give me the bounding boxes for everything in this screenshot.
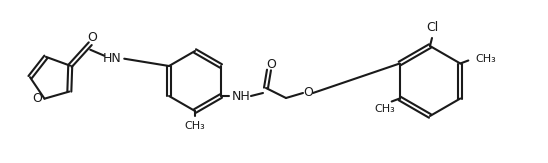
Text: O: O bbox=[266, 58, 276, 71]
Text: Cl: Cl bbox=[426, 21, 438, 34]
Text: O: O bbox=[32, 92, 42, 105]
Text: HN: HN bbox=[103, 52, 122, 65]
Text: NH: NH bbox=[232, 89, 250, 103]
Text: O: O bbox=[303, 87, 313, 99]
Text: CH₃: CH₃ bbox=[475, 53, 496, 64]
Text: CH₃: CH₃ bbox=[185, 121, 206, 131]
Text: CH₃: CH₃ bbox=[374, 104, 395, 113]
Text: O: O bbox=[87, 31, 97, 44]
